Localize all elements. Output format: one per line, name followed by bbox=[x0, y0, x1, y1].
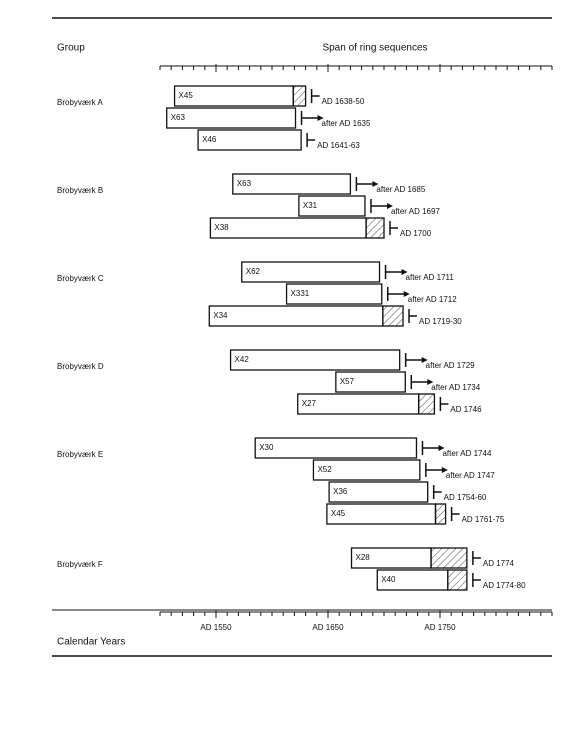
group-label: Brobyværk D bbox=[57, 362, 104, 371]
group-label: Brobyværk F bbox=[57, 560, 103, 569]
sapwood-bar bbox=[365, 217, 385, 239]
sapwood-bar bbox=[382, 305, 404, 327]
heartwood-bar bbox=[298, 195, 366, 217]
arrow-head bbox=[403, 291, 410, 297]
arrow-head bbox=[386, 203, 393, 209]
sapwood-bar bbox=[430, 547, 468, 569]
heartwood-bar bbox=[241, 261, 381, 283]
x-tick-label: AD 1650 bbox=[312, 623, 344, 632]
felling-label: AD 1774-80 bbox=[483, 581, 526, 590]
felling-label: AD 1761-75 bbox=[462, 515, 505, 524]
heartwood-bar bbox=[209, 217, 367, 239]
sample-id: X30 bbox=[259, 443, 274, 452]
arrow-head bbox=[421, 357, 428, 363]
heartwood-bar bbox=[166, 107, 297, 129]
sapwood-bar bbox=[447, 569, 468, 591]
x-tick-label: AD 1750 bbox=[424, 623, 456, 632]
sample-id: X63 bbox=[171, 113, 186, 122]
sample-id: X63 bbox=[237, 179, 252, 188]
group-header: Group bbox=[57, 43, 85, 54]
felling-label: after AD 1747 bbox=[446, 471, 495, 480]
felling-label: after AD 1635 bbox=[322, 119, 371, 128]
arrow-head bbox=[401, 269, 408, 275]
felling-label: after AD 1712 bbox=[408, 295, 457, 304]
arrow-head bbox=[427, 379, 434, 385]
heartwood-bar bbox=[229, 349, 401, 371]
heartwood-bar bbox=[285, 283, 383, 305]
sample-id: X38 bbox=[214, 223, 229, 232]
sample-id: X42 bbox=[235, 355, 250, 364]
felling-label: AD 1754-60 bbox=[444, 493, 487, 502]
arrow-head bbox=[317, 115, 324, 121]
heartwood-bar bbox=[197, 129, 302, 151]
sample-id: X52 bbox=[317, 465, 332, 474]
heartwood-bar bbox=[312, 459, 421, 481]
sapwood-bar bbox=[418, 393, 436, 415]
sample-id: X34 bbox=[213, 311, 228, 320]
arrow-head bbox=[441, 467, 448, 473]
sapwood-bar bbox=[292, 85, 307, 107]
sample-id: X331 bbox=[291, 289, 310, 298]
felling-label: AD 1774 bbox=[483, 559, 515, 568]
x-tick-label: AD 1550 bbox=[200, 623, 232, 632]
group-label: Brobyværk C bbox=[57, 274, 104, 283]
heartwood-bar bbox=[328, 481, 429, 503]
group-label: Brobyværk B bbox=[57, 186, 103, 195]
span-header: Span of ring sequences bbox=[322, 43, 427, 54]
sample-id: X31 bbox=[303, 201, 318, 210]
heartwood-bar bbox=[335, 371, 406, 393]
sample-id: X36 bbox=[333, 487, 348, 496]
felling-label: AD 1638-50 bbox=[322, 97, 365, 106]
heartwood-bar bbox=[254, 437, 418, 459]
felling-label: AD 1719-30 bbox=[419, 317, 462, 326]
sample-id: X27 bbox=[302, 399, 317, 408]
sample-id: X45 bbox=[331, 509, 346, 518]
x-axis-label: Calendar Years bbox=[57, 637, 125, 648]
sample-id: X28 bbox=[356, 553, 371, 562]
group-label: Brobyværk A bbox=[57, 98, 103, 107]
arrow-head bbox=[372, 181, 379, 187]
heartwood-bar bbox=[232, 173, 352, 195]
felling-label: after AD 1711 bbox=[406, 273, 455, 282]
felling-label: after AD 1685 bbox=[376, 185, 425, 194]
sample-id: X46 bbox=[202, 135, 217, 144]
felling-label: after AD 1697 bbox=[391, 207, 440, 216]
felling-label: AD 1641-63 bbox=[317, 141, 360, 150]
felling-label: AD 1746 bbox=[450, 405, 482, 414]
sample-id: X40 bbox=[381, 575, 396, 584]
sample-id: X45 bbox=[179, 91, 194, 100]
felling-label: after AD 1744 bbox=[442, 449, 491, 458]
sample-id: X57 bbox=[340, 377, 355, 386]
group-label: Brobyværk E bbox=[57, 450, 103, 459]
heartwood-bar bbox=[208, 305, 384, 327]
sample-id: X62 bbox=[246, 267, 261, 276]
sapwood-bar bbox=[434, 503, 447, 525]
arrow-head bbox=[438, 445, 445, 451]
felling-label: AD 1700 bbox=[400, 229, 432, 238]
felling-label: after AD 1734 bbox=[431, 383, 480, 392]
felling-label: after AD 1729 bbox=[426, 361, 475, 370]
